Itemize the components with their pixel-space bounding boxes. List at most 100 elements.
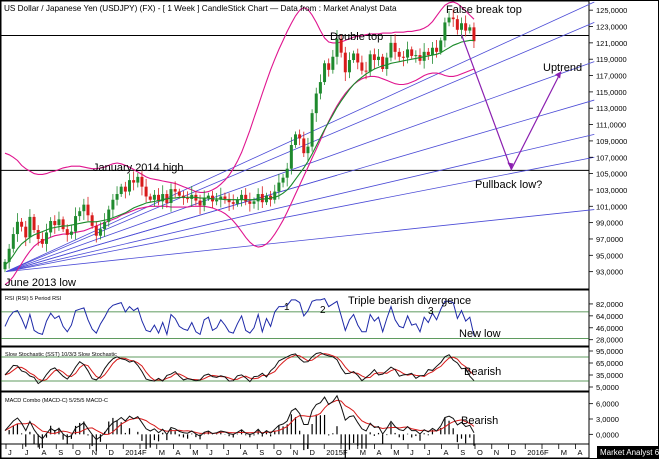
candle	[157, 188, 161, 206]
candle-body	[219, 196, 223, 200]
candle-body	[364, 70, 368, 72]
candle-body	[28, 216, 32, 238]
candle	[169, 183, 173, 212]
price-y-tick-label: 113,0000	[596, 104, 627, 113]
stochastic-y-tick: 65,0000	[589, 359, 623, 368]
candle-body	[111, 199, 115, 210]
candle	[381, 53, 385, 72]
x-tick: J	[22, 444, 29, 457]
x-tick-label: J	[427, 448, 431, 457]
x-tick: M	[156, 444, 165, 457]
candle	[451, 8, 455, 27]
candle	[289, 137, 293, 175]
x-tick: A	[173, 444, 181, 457]
divergence-1-label: 1	[284, 302, 290, 313]
candle	[364, 61, 368, 80]
candle-body	[206, 195, 210, 199]
bollinger-upper-line	[4, 1, 475, 193]
x-tick-label: 2015	[326, 448, 343, 457]
candle-body	[285, 168, 289, 178]
stochastic-bearish-label: Bearish	[464, 366, 501, 378]
macd-y-tick-label: 6,0000	[596, 400, 619, 409]
price-y-tick-label: 117,0000	[596, 72, 627, 81]
candle	[173, 181, 177, 198]
x-tick: J	[5, 444, 12, 457]
candle-body	[447, 17, 451, 23]
x-tick-label: N	[293, 448, 298, 457]
candle-body	[20, 221, 24, 227]
candle	[7, 243, 11, 269]
stochastic-panel-label: Slow Stochastic (SST) 10/3/3 Slow Stocha…	[5, 352, 117, 358]
stochastic-y-tick-label: 65,0000	[596, 359, 623, 368]
candle	[248, 192, 252, 212]
rsi-panel	[0, 289, 590, 347]
x-tick-label: J	[25, 448, 29, 457]
price-y-tick-label: 119,0000	[596, 55, 627, 64]
x-tick-label: F	[343, 448, 348, 457]
candle-body	[36, 229, 40, 239]
candle-body	[318, 82, 322, 94]
candle-body	[256, 194, 260, 202]
rsi-panel-label: RSI (RSI) 5 Period RSI	[5, 296, 62, 302]
candle-body	[472, 27, 476, 42]
candle-body	[356, 53, 360, 63]
candle-body	[372, 54, 376, 61]
stochastic-y-tick: 5,0000	[589, 383, 619, 392]
x-tick-label: N	[494, 448, 499, 457]
candle	[447, 10, 451, 27]
candle-body	[140, 176, 144, 187]
x-tick-label: J	[209, 448, 213, 457]
fan-line-5	[6, 156, 595, 273]
price-y-tick-label: 123,0000	[596, 23, 627, 32]
january-2014-high-label: January 2014 high	[93, 162, 184, 174]
candle-body	[377, 56, 380, 61]
candle-body	[294, 134, 297, 145]
candle	[335, 30, 339, 65]
double-top-label: Double top	[330, 31, 383, 43]
price-y-tick-label: 101,0000	[596, 202, 627, 211]
x-tick-label: A	[578, 448, 583, 457]
price-y-tick: 111,0000	[589, 121, 626, 130]
x-tick: N	[290, 444, 298, 457]
x-tick: 2016	[524, 444, 544, 457]
x-tick: M	[189, 444, 199, 457]
candle-body	[389, 42, 393, 58]
candle	[377, 48, 380, 66]
candle-body	[86, 204, 90, 216]
divergence-3-label: 3	[428, 306, 434, 317]
candle	[103, 213, 107, 237]
candle-body	[339, 38, 343, 53]
candle	[53, 215, 57, 234]
candle-body	[360, 62, 364, 71]
candle	[98, 222, 102, 240]
x-tick: A	[374, 444, 382, 457]
x-tick-label: D	[310, 448, 316, 457]
candle-body	[198, 200, 202, 206]
price-y-tick: 123,0000	[589, 23, 627, 32]
candle	[401, 50, 405, 67]
x-tick: D	[307, 444, 316, 457]
x-tick: F	[139, 444, 147, 457]
candle-body	[3, 261, 7, 270]
rsi-y-tick-label: 28,0000	[596, 336, 623, 345]
x-tick: J	[206, 444, 213, 457]
candle-body	[352, 53, 356, 61]
price-y-tick: 95,0000	[589, 251, 623, 260]
rsi-y-tick: 46,0000	[589, 324, 623, 333]
candle	[294, 131, 297, 148]
chart-title: US Dollar / Japanese Yen (USDJPY) (FX) -…	[4, 4, 397, 13]
candle-body	[414, 55, 418, 57]
x-tick: A	[441, 444, 449, 457]
stochastic-y-tick: 35,0000	[589, 371, 623, 380]
candle-body	[11, 234, 15, 249]
stochastic-y-tick: 95,0000	[589, 347, 623, 356]
candle	[443, 17, 447, 48]
price-y-tick: 99,0000	[589, 219, 623, 228]
projection-arrowhead-up	[555, 71, 562, 79]
candle	[20, 217, 24, 232]
price-y-tick: 105,0000	[589, 170, 627, 179]
candle-body	[281, 177, 285, 183]
macd-y-tick: 0,0000	[589, 430, 619, 439]
candle-body	[460, 23, 463, 30]
candle-body	[128, 180, 131, 192]
